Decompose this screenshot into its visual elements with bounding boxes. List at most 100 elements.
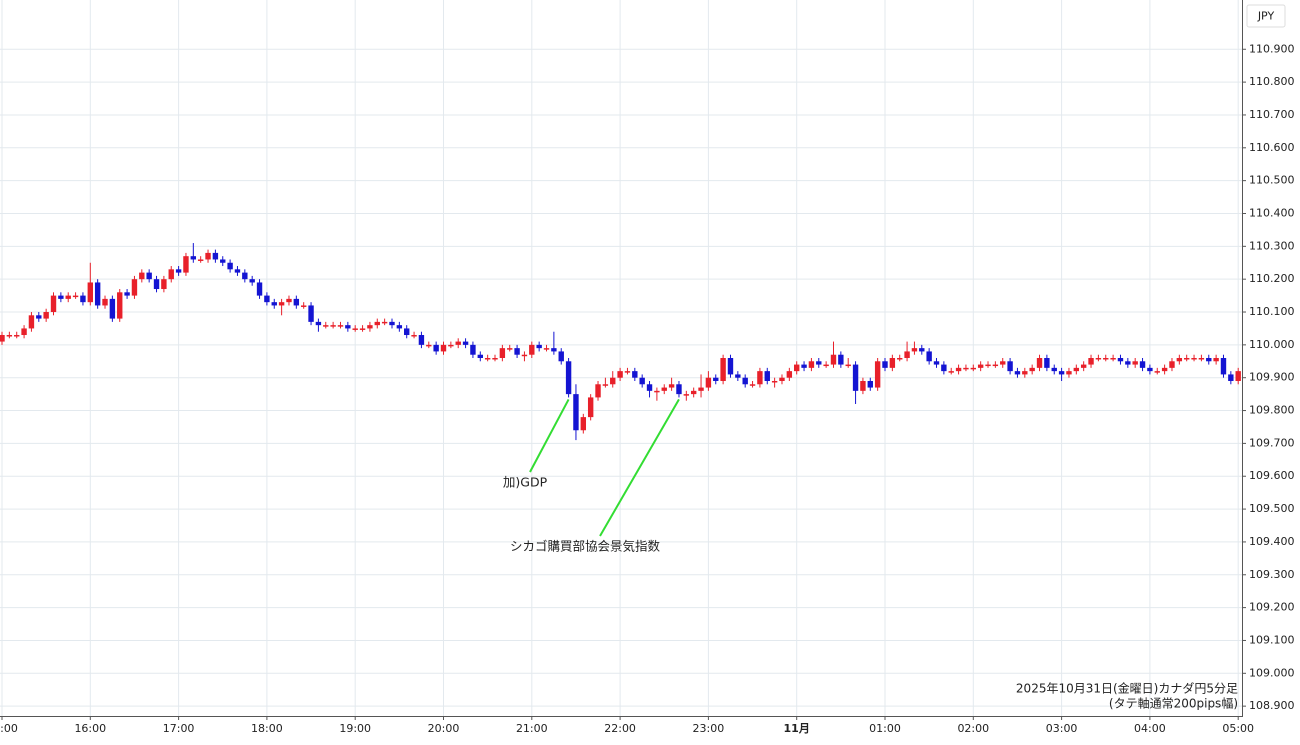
y-tick-label: 109.600 [1249,469,1295,482]
candle-body [14,335,20,337]
x-tick-label: 21:00 [516,722,548,735]
y-tick-label: 110.300 [1249,239,1295,252]
candle-body [1154,371,1160,373]
candle-body [823,364,829,367]
candle-body [131,279,138,296]
candle-body [794,364,800,372]
candle-body [690,390,697,395]
x-tick-label: 02:00 [957,722,989,735]
candle-body [676,384,682,395]
candle-body [470,344,476,355]
candle-body [757,371,763,385]
candle-body [808,361,815,368]
candle-body [455,341,461,345]
currency-box [1246,4,1286,28]
candle-body [1161,367,1168,372]
candle-body [212,252,219,260]
candle-body [735,374,741,378]
candle-body [1220,358,1227,375]
candle-body [205,252,211,260]
candle-body [904,351,910,358]
candle-body [779,377,785,381]
candle-body [175,269,182,273]
candle-body [1036,358,1043,368]
candle-body [249,279,255,283]
candle-body [595,384,601,398]
candle-body [654,390,660,393]
y-tick-label: 109.400 [1249,535,1295,548]
candle-body [0,335,5,342]
candle-body [374,321,380,326]
candle-body [271,302,277,306]
candle-body [852,364,859,391]
y-tick-label: 110.200 [1249,272,1295,285]
candle-body [816,361,822,365]
candle-body [227,262,233,270]
x-tick-label: 22:00 [604,722,636,735]
candle-body [801,364,807,368]
candle-body [897,358,903,360]
y-tick-label: 110.400 [1249,206,1295,219]
candle-body [889,358,896,368]
candle-body [698,387,704,391]
candle-body [330,325,336,327]
candle-body [786,371,793,378]
candle-body [50,295,57,313]
candle-body [278,302,285,306]
candle-body [1139,361,1146,368]
candle-body [161,279,167,290]
y-tick-label: 109.100 [1249,633,1295,646]
candle-body [874,361,881,388]
y-tick-label: 109.900 [1249,371,1295,384]
candle-body [1117,358,1124,362]
candle-body [860,380,866,391]
candle-body [963,367,969,370]
y-tick-label: 110.900 [1249,42,1295,55]
candle-body [293,298,300,306]
x-tick-label: 18:00 [251,722,283,735]
candle-body [727,358,734,375]
candle-body [610,377,616,385]
candle-body [448,344,454,347]
candle-body [1073,367,1080,372]
y-tick-label: 108.900 [1249,699,1295,712]
candle-body [507,348,513,350]
candle-body [418,335,425,345]
candle-body [521,354,528,357]
candle-body [1051,367,1057,372]
candle-body [558,351,564,362]
price-axis-panel [1243,0,1300,745]
candle-body [668,384,675,388]
candle-body [882,361,888,368]
candle-body [367,325,373,329]
candle-body [323,325,329,327]
candle-body [683,394,690,396]
candle-body [65,295,71,299]
candle-body [242,272,248,280]
candle-body [764,371,770,381]
candle-body [1000,361,1006,365]
candle-body [919,348,925,352]
candle-body [484,358,491,360]
candle-body [845,364,851,367]
candle-body [220,259,226,263]
candle-body [742,377,748,385]
x-tick-label: 15:00 [0,722,18,735]
x-tick-label: 11月 [784,722,810,735]
y-tick-label: 110.000 [1249,338,1295,351]
candle-body [1103,358,1109,360]
candle-body [565,361,572,395]
candle-body [639,377,645,385]
y-tick-label: 110.500 [1249,174,1295,187]
x-tick-label: 20:00 [428,722,460,735]
candle-body [492,358,498,360]
candle-body [970,367,976,370]
candle-body [926,351,932,362]
candle-body [580,417,587,431]
candle-body [617,371,623,378]
x-tick-label: 19:00 [339,722,371,735]
y-tick-label: 109.700 [1249,436,1295,449]
candle-body [713,377,719,381]
candle-body [462,341,469,345]
